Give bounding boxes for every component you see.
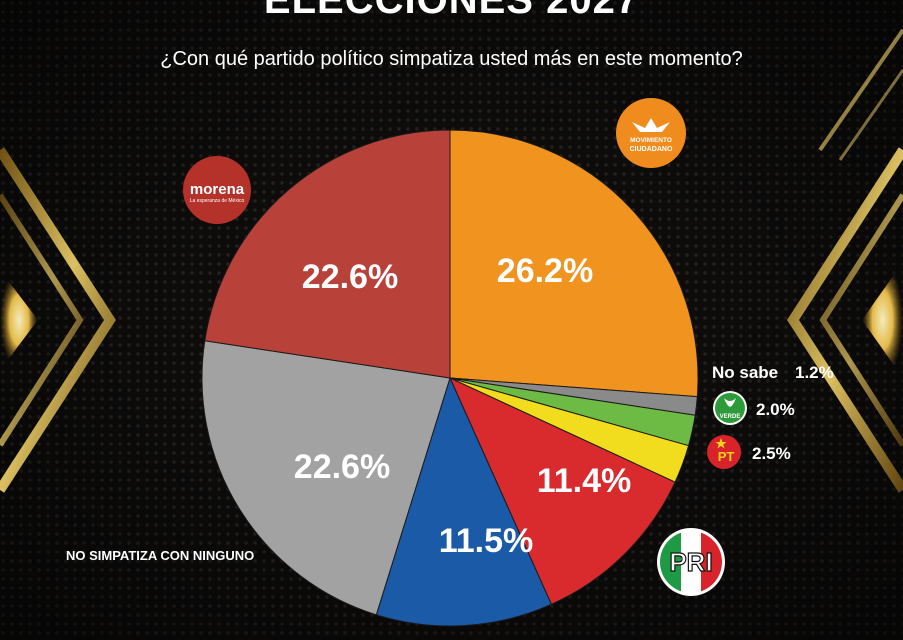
slice-label-pri: 11.4%: [537, 462, 632, 500]
no-sabe-label: No sabe: [712, 363, 778, 382]
toucan-icon: [724, 398, 736, 407]
morena-logo: morena La esperanza de México: [183, 156, 251, 224]
slice-label-mc: 26.2%: [497, 252, 593, 290]
pie-slice-pri: [448, 376, 676, 606]
verde-value: 2.0%: [756, 400, 795, 419]
pie-slice-movimiento-ciudadano: [449, 129, 699, 398]
no-sabe-value: 1.2%: [795, 363, 834, 382]
eagle-icon: [632, 118, 670, 132]
pt-value: 2.5%: [752, 444, 791, 463]
slice-label-morena: 22.6%: [302, 258, 398, 296]
pt-logo-name: PT: [718, 449, 735, 464]
morena-logo-name: morena: [190, 181, 245, 198]
pie-slices: [201, 129, 699, 627]
pie-slice-pan: [375, 376, 553, 627]
pie-slice-no-simpatiza-con-ninguno: [201, 340, 451, 616]
slice-label-pan: 11.5%: [439, 522, 534, 560]
verde-logo: VERDE: [713, 391, 747, 425]
star-icon: [715, 438, 727, 449]
morena-logo-tagline: La esperanza de México: [190, 198, 245, 204]
slice-label-ninguno: 22.6%: [294, 448, 390, 486]
verde-logo-name: VERDE: [720, 414, 741, 420]
mc-logo-line1: MOVIMIENTO: [630, 137, 672, 144]
pri-logo-name: PRI: [669, 547, 712, 577]
ninguno-label: NO SIMPATIZA CON NINGUNO: [66, 548, 254, 563]
pie-slice-morena: [204, 129, 451, 379]
survey-question: ¿Con qué partido político simpatiza uste…: [160, 48, 743, 70]
mc-logo-line2: CIUDADANO: [630, 146, 673, 153]
pt-logo: PT: [707, 435, 741, 469]
pri-logo: PRI: [657, 528, 725, 596]
movimiento-ciudadano-logo: MOVIMIENTO CIUDADANO: [616, 98, 686, 168]
page-title: ELECCIONES 2027: [263, 0, 640, 22]
